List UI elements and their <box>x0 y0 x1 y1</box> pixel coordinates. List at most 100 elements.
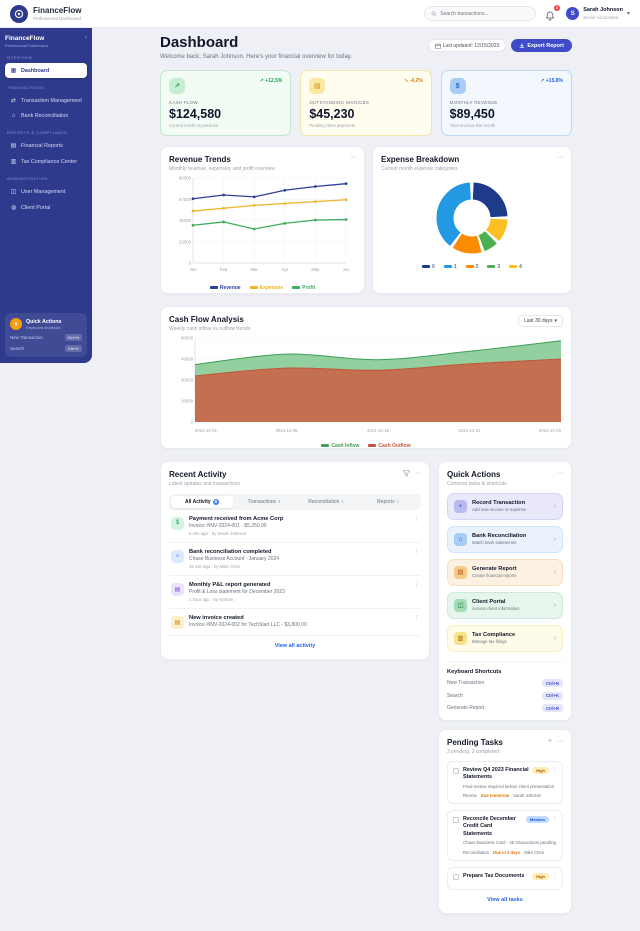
quick-action-desc: Access client information <box>472 606 520 611</box>
quick-action-title: Generate Report <box>472 566 517 572</box>
activity-icon: ▤ <box>171 615 184 629</box>
kpi-label: CASH FLOW <box>169 100 198 105</box>
export-report-button[interactable]: Export Report <box>511 39 572 52</box>
task-item[interactable]: Reconcile December Credit Card Statement… <box>447 810 563 861</box>
sidebar-item[interactable]: ◫ User Management <box>5 184 87 199</box>
quick-action-icon: ▥ <box>454 631 467 645</box>
kpi-card[interactable]: $ ↗ +15.8% MONTHLY REVENUE $89,450 Total… <box>440 70 572 136</box>
activity-item[interactable]: ▤ Monthly P&L report generated Profit & … <box>169 576 421 609</box>
date-range-select[interactable]: Last 30 days ▾ <box>518 315 563 327</box>
sidebar-item[interactable]: ◍ Client Portal <box>5 200 87 215</box>
kpi-card[interactable]: ↗ ↗ +12.5% CASH FLOW $124,580 Current mo… <box>160 70 292 136</box>
kebab-menu-icon[interactable]: ⋮ <box>552 816 557 823</box>
kebab-menu-icon[interactable]: ⋮ <box>552 766 557 773</box>
view-all-tasks-link[interactable]: View all tasks <box>447 890 563 905</box>
cash-flow-title: Cash Flow Analysis <box>169 315 244 324</box>
sidebar-nav: OVERVIEW ▦ Dashboard TRANSACTIONS ⇄ <box>5 48 87 216</box>
kpi-note: Current month vs previous <box>169 123 219 128</box>
kebab-menu-icon[interactable]: ⋮ <box>413 581 420 588</box>
legend-item[interactable]: 3 <box>487 264 500 270</box>
quick-action-button[interactable]: ⌂ Bank Reconciliation Match bank stateme… <box>447 525 563 553</box>
kpi-label: OUTSTANDING INVOICES <box>309 100 370 105</box>
last-updated-chip: Last updated: 12/15/2023 <box>427 39 507 52</box>
activity-item[interactable]: ▤ New invoice created Invoice #INV-2024-… <box>169 609 421 636</box>
revenue-trends-chart: 0 22500 45000 67500 90000 Jan Feb Mar Apr May Jun <box>179 175 350 272</box>
search-box[interactable] <box>424 6 537 21</box>
quick-action-button[interactable]: ◫ Client Portal Access client informatio… <box>447 591 563 619</box>
tab-count-badge: 1 <box>341 499 344 504</box>
sidebar-item[interactable]: ▦ Dashboard <box>5 63 87 78</box>
legend-marker-icon <box>368 444 377 447</box>
kpi-note: Pending client payments <box>309 123 355 128</box>
more-icon[interactable]: ⋯ <box>557 738 563 745</box>
legend-item[interactable]: Expenses <box>249 285 283 291</box>
quick-action-icon: ⌂ <box>454 532 467 546</box>
sidebar-item-label: Dashboard <box>21 67 50 74</box>
task-checkbox[interactable] <box>453 817 459 824</box>
activity-desc: Invoice #INV-2024-002 for TechStart LLC … <box>189 622 307 628</box>
quick-action-button[interactable]: ▤ Generate Report Create financial repor… <box>447 558 563 586</box>
sidebar-item[interactable]: ▤ Financial Reports <box>5 138 87 153</box>
kebab-menu-icon[interactable]: ⋮ <box>413 614 420 621</box>
activity-tab[interactable]: All Activity 8 <box>171 495 233 508</box>
activity-tab[interactable]: Reconciliation 1 <box>308 498 344 505</box>
notifications-button[interactable]: 3 <box>545 4 561 20</box>
kpi-card[interactable]: ▤ ↘ -4.2% OUTSTANDING INVOICES $45,230 P… <box>300 70 432 136</box>
kebab-menu-icon[interactable]: ⋮ <box>552 872 557 879</box>
kebab-menu-icon[interactable]: ⋮ <box>413 515 420 522</box>
priority-badge: High <box>532 872 549 880</box>
topbar: FinanceFlow Professional Dashboard 3 S S… <box>0 0 640 28</box>
legend-item[interactable]: Revenue <box>209 284 241 291</box>
shortcut-keys: Ctrl+K <box>64 345 82 352</box>
recent-activity-card: Recent Activity Latest updates and trans… <box>160 461 430 660</box>
view-all-activity-link[interactable]: View all activity <box>169 636 421 651</box>
legend-item[interactable]: Cash Inflow <box>321 443 359 449</box>
filter-icon[interactable] <box>403 470 410 477</box>
more-icon[interactable]: ⋯ <box>557 470 563 476</box>
task-item[interactable]: Review Q4 2023 Financial Statements High… <box>447 760 563 805</box>
more-icon[interactable]: ⋯ <box>350 155 356 161</box>
sidebar-collapse-button[interactable]: ‹ <box>85 35 87 41</box>
activity-item[interactable]: $ Payment received from Acme Corp Invoic… <box>169 510 421 543</box>
activity-tab[interactable]: Transactions 4 <box>247 498 281 505</box>
activity-list: $ Payment received from Acme Corp Invoic… <box>169 510 421 636</box>
activity-item[interactable]: ⌂ Bank reconciliation completed Chase Bu… <box>169 543 421 576</box>
activity-meta: 1 hour ago · by System <box>189 596 234 602</box>
quick-action-title: Bank Reconciliation <box>472 533 527 539</box>
quick-action-button[interactable]: ▥ Tax Compliance Manage tax filings › <box>447 624 563 652</box>
shortcut-label: Generate Report <box>447 705 485 711</box>
task-checkbox[interactable] <box>453 767 459 774</box>
legend-item[interactable]: 2 <box>465 264 478 270</box>
legend-label: Revenue <box>219 284 241 291</box>
legend-item[interactable]: Cash Outflow <box>368 443 411 449</box>
page-subtitle: Welcome back, Sarah Johnson. Here's your… <box>160 54 353 60</box>
sidebar-item[interactable]: ⌂ Bank Reconciliation <box>5 109 87 123</box>
sidebar: FinanceFlow Professional Dashboard ‹ OVE… <box>0 28 92 363</box>
sidebar-quick-title: Quick Actions <box>26 318 62 325</box>
legend-item[interactable]: 0 <box>422 264 435 270</box>
legend-item[interactable]: Profit <box>292 285 315 291</box>
user-menu[interactable]: S Sarah Johnson Senior Accountant ▾ <box>566 7 630 20</box>
kpi-value: $124,580 <box>169 107 222 121</box>
task-checkbox[interactable] <box>453 873 459 880</box>
kebab-menu-icon[interactable]: ⋮ <box>413 548 420 555</box>
activity-tab[interactable]: Reports 1 <box>377 498 399 505</box>
quick-action-title: Tax Compliance <box>472 632 516 638</box>
sidebar-item[interactable]: ▥ Tax Compliance Center <box>5 154 87 169</box>
task-item[interactable]: Prepare Tax Documents High ⋮ <box>447 866 563 890</box>
quick-action-icon: ◫ <box>454 598 467 612</box>
activity-title: Monthly P&L report generated <box>189 581 271 588</box>
activity-title: New invoice created <box>189 614 244 621</box>
more-icon[interactable]: ⋯ <box>415 470 421 477</box>
add-task-button[interactable]: + <box>547 738 552 745</box>
search-input[interactable] <box>440 10 530 17</box>
sidebar-item[interactable]: ⇄ Transaction Management <box>5 93 87 108</box>
quick-action-button[interactable]: + Record Transaction Add new income or e… <box>447 492 563 520</box>
kpi-change-badge: ↘ -4.2% <box>404 78 423 84</box>
kpi-value: $89,450 <box>449 107 495 121</box>
more-icon[interactable]: ⋯ <box>557 155 563 161</box>
legend-item[interactable]: 4 <box>509 264 522 270</box>
legend-item[interactable]: 1 <box>443 264 457 270</box>
svg-text:2024-12-29: 2024-12-29 <box>539 428 562 433</box>
chevron-right-icon: › <box>553 601 556 609</box>
